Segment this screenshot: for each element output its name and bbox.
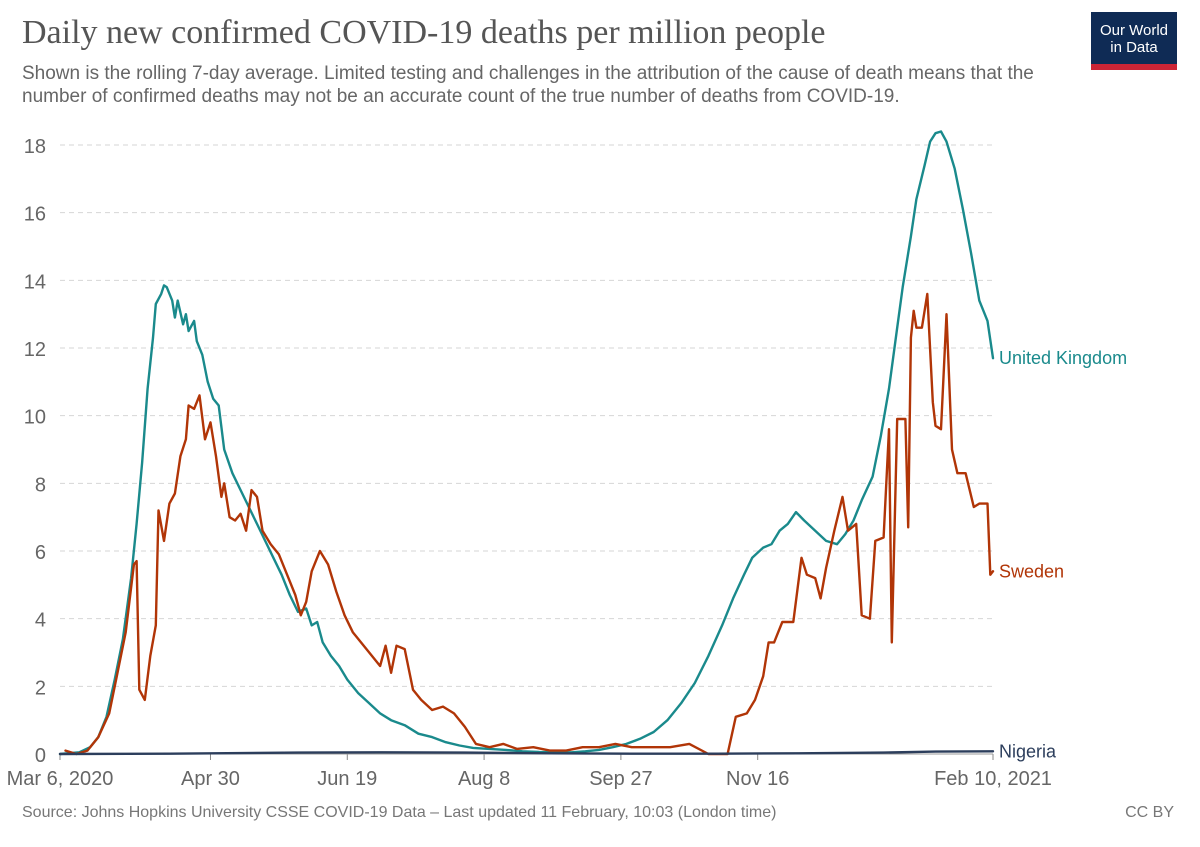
x-tick-label: Jun 19 [317, 768, 377, 790]
y-tick-label: 2 [35, 677, 46, 699]
series-line-nigeria[interactable] [58, 750, 995, 756]
y-tick-label: 18 [24, 136, 46, 158]
y-tick-label: 14 [24, 271, 46, 293]
y-tick-label: 10 [24, 407, 46, 429]
source-note: Source: Johns Hopkins University CSSE CO… [22, 804, 777, 821]
series-label-united-kingdom[interactable]: United Kingdom [999, 348, 1127, 368]
series-labels: United Kingdom Sweden Nigeria [999, 348, 1127, 761]
x-tick-label: Feb 10, 2021 [934, 768, 1052, 790]
series-lines [58, 130, 995, 756]
logo-line-1: Our World [1099, 22, 1169, 39]
logo-line-2: in Data [1110, 39, 1158, 56]
y-tick-label: 12 [24, 339, 46, 361]
series-label-nigeria[interactable]: Nigeria [999, 741, 1057, 761]
x-tick-label: Aug 8 [458, 768, 510, 790]
owid-logo[interactable]: Our World in Data [1091, 12, 1177, 70]
y-tick-label: 16 [24, 204, 46, 226]
y-tick-label: 0 [35, 745, 46, 767]
x-tick-label: Mar 6, 2020 [7, 768, 114, 790]
y-tick-label: 8 [35, 474, 46, 496]
x-axis: Mar 6, 2020 Apr 30 Jun 19 Aug 8 Sep 27 Nov 16… [7, 753, 1052, 790]
series-line-sweden[interactable] [64, 292, 995, 756]
chart-subtitle: Shown is the rolling 7-day average. Limi… [22, 63, 1034, 107]
gridlines [60, 144, 993, 687]
y-tick-label: 6 [35, 542, 46, 564]
x-tick-label: Apr 30 [181, 768, 240, 790]
x-tick-label: Nov 16 [726, 768, 789, 790]
series-label-sweden[interactable]: Sweden [999, 561, 1064, 581]
y-axis: 0 2 4 6 8 10 12 14 16 18 [24, 136, 46, 767]
x-tick-label: Sep 27 [589, 768, 652, 790]
license-link[interactable]: CC BY [1125, 804, 1174, 821]
series-line-united-kingdom[interactable] [58, 130, 995, 756]
logo-accent-bar [1091, 64, 1177, 70]
chart-title: Daily new confirmed COVID-19 deaths per … [22, 14, 826, 51]
y-tick-label: 4 [35, 610, 46, 632]
